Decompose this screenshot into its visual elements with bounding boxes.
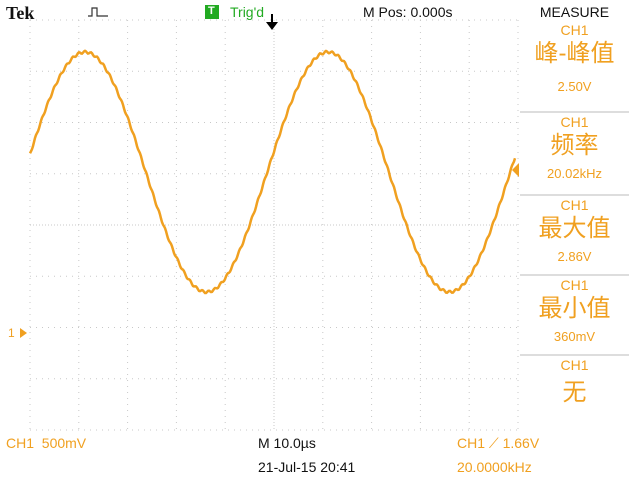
- channel-marker-arrow: [20, 328, 27, 338]
- measure-value: 2.86V: [518, 250, 631, 263]
- measure-value: 20.02kHz: [518, 167, 631, 180]
- measure-label: 无: [518, 381, 631, 405]
- trigger-frequency: 20.0000kHz: [457, 460, 532, 474]
- oscilloscope-screen: Tek T Trig'd M Pos: 0.000s MEASURE 1 CH1…: [0, 0, 631, 482]
- measure-source: CH1: [518, 23, 631, 37]
- measure-source: CH1: [518, 358, 631, 372]
- measure-label: 最小值: [518, 297, 631, 321]
- trigger-position-arrow: [266, 14, 278, 30]
- menu-title: MEASURE: [518, 5, 631, 19]
- channel-scale: CH1 500mV: [6, 436, 86, 450]
- measure-label: 频率: [518, 134, 631, 158]
- graticule: [0, 0, 631, 482]
- waveform: [30, 51, 515, 293]
- trigger-icon: T: [208, 6, 215, 17]
- channel-marker: 1: [8, 327, 15, 339]
- position: M Pos: 0.000s: [363, 5, 453, 19]
- brand: Tek: [6, 4, 34, 22]
- date: 21-Jul-15 20:41: [258, 460, 355, 474]
- trigger-status: Trig'd: [230, 5, 264, 19]
- measure-source: CH1: [518, 198, 631, 212]
- timebase: M 10.0µs: [258, 436, 316, 450]
- measure-value: 360mV: [518, 330, 631, 343]
- measure-label: 最大值: [518, 217, 631, 241]
- measure-value: 2.50V: [518, 80, 631, 93]
- acquire-icon: [88, 8, 108, 16]
- measure-source: CH1: [518, 278, 631, 292]
- trigger-setting: CH1 ⟋ 1.66V: [457, 436, 539, 450]
- grid: [30, 20, 518, 430]
- measure-source: CH1: [518, 115, 631, 129]
- measure-label: 峰-峰值: [518, 42, 631, 66]
